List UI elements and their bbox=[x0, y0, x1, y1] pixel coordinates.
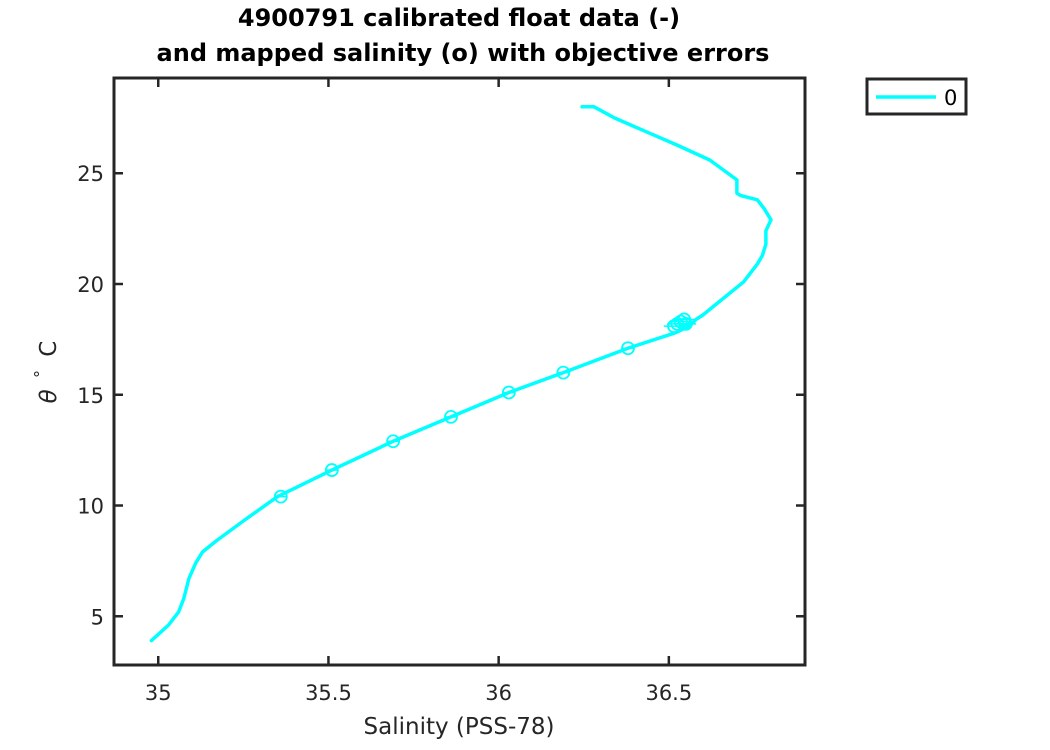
chart-title-line-2: and mapped salinity (o) with objective e… bbox=[157, 39, 770, 67]
tick-layer: 35 35.5 36 36.5 5 10 15 20 25 bbox=[77, 78, 805, 705]
legend: 0 bbox=[865, 77, 968, 116]
y-tick-label: 25 bbox=[77, 162, 104, 186]
axes-box bbox=[112, 76, 807, 667]
y-tick-label: 5 bbox=[91, 605, 104, 629]
legend-label: 0 bbox=[944, 86, 957, 110]
mapped-salinity-marker bbox=[444, 410, 458, 424]
y-axis-label: θ ° C bbox=[26, 341, 62, 404]
x-tick-label: 35.5 bbox=[305, 681, 352, 705]
x-tick-label: 36 bbox=[485, 681, 512, 705]
y-tick-label: 10 bbox=[77, 495, 104, 519]
x-axis-label: Salinity (PSS-78) bbox=[364, 714, 555, 740]
chart-title-line-1: 4900791 calibrated float data (-) bbox=[238, 4, 680, 32]
series-line bbox=[149, 105, 773, 643]
mapped-salinity-marker bbox=[273, 489, 288, 504]
x-tick-label: 36.5 bbox=[645, 681, 692, 705]
y-tick-label: 20 bbox=[77, 273, 104, 297]
x-tick-label: 35 bbox=[145, 681, 172, 705]
mapped-salinity-marker bbox=[556, 365, 571, 380]
y-axis-label-unit: C bbox=[36, 341, 62, 357]
y-axis-label-symbol: θ bbox=[36, 389, 62, 403]
y-axis-label-degree: ° bbox=[31, 370, 50, 378]
mapped-salinity-marker bbox=[386, 434, 401, 449]
mapped-salinity-marker bbox=[678, 316, 693, 331]
mapped-salinity-marker bbox=[501, 385, 516, 400]
y-tick-label: 15 bbox=[77, 384, 104, 408]
data-layer bbox=[149, 105, 773, 643]
mapped-salinity-marker bbox=[324, 463, 339, 477]
svg-text:θ ° C: θ ° C bbox=[26, 341, 62, 404]
plot-area bbox=[114, 78, 805, 665]
mapped-salinity-marker bbox=[621, 341, 635, 356]
